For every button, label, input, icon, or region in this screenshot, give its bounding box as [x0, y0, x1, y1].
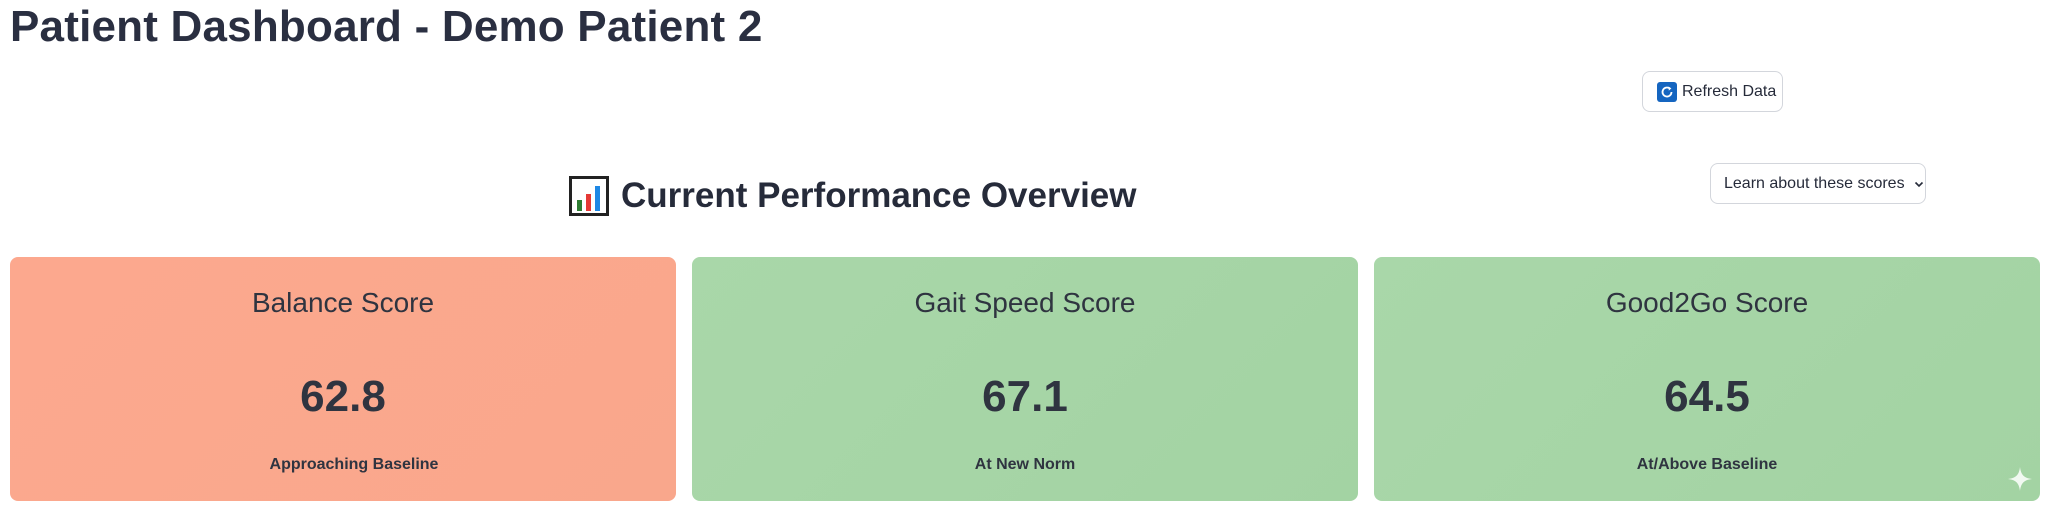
gait-speed-score-card: Gait Speed Score 67.1 At New Norm	[692, 257, 1358, 501]
card-title: Good2Go Score	[1605, 287, 1809, 318]
learn-about-scores-dropdown[interactable]: Learn about these scores	[1710, 163, 1926, 204]
refresh-data-button[interactable]: Refresh Data	[1642, 71, 1783, 112]
refresh-icon	[1657, 81, 1677, 102]
card-status: Approaching Baseline	[269, 456, 439, 473]
good2go-score-card: Good2Go Score 64.5 At/Above Baseline	[1374, 257, 2040, 501]
section-title: Current Performance Overview	[569, 176, 1136, 216]
card-status: At/Above Baseline	[1636, 456, 1778, 473]
refresh-data-label: Refresh Data	[1682, 82, 1777, 100]
card-value: 67.1	[982, 372, 1068, 421]
sparkle-icon	[2007, 466, 2033, 492]
card-value: 62.8	[300, 372, 386, 421]
balance-score-card: Balance Score 62.8 Approaching Baseline	[10, 257, 676, 501]
card-value: 64.5	[1664, 372, 1750, 421]
learn-about-scores-label: Learn about these scores	[1724, 174, 1905, 192]
chevron-down-icon	[1913, 178, 1925, 190]
section-title-text: Current Performance Overview	[621, 176, 1137, 215]
card-title: Balance Score	[251, 287, 435, 318]
bar-chart-icon	[569, 176, 609, 216]
page-title: Patient Dashboard - Demo Patient 2	[10, 2, 763, 51]
card-title: Gait Speed Score	[914, 287, 1136, 318]
card-status: At New Norm	[974, 456, 1076, 473]
